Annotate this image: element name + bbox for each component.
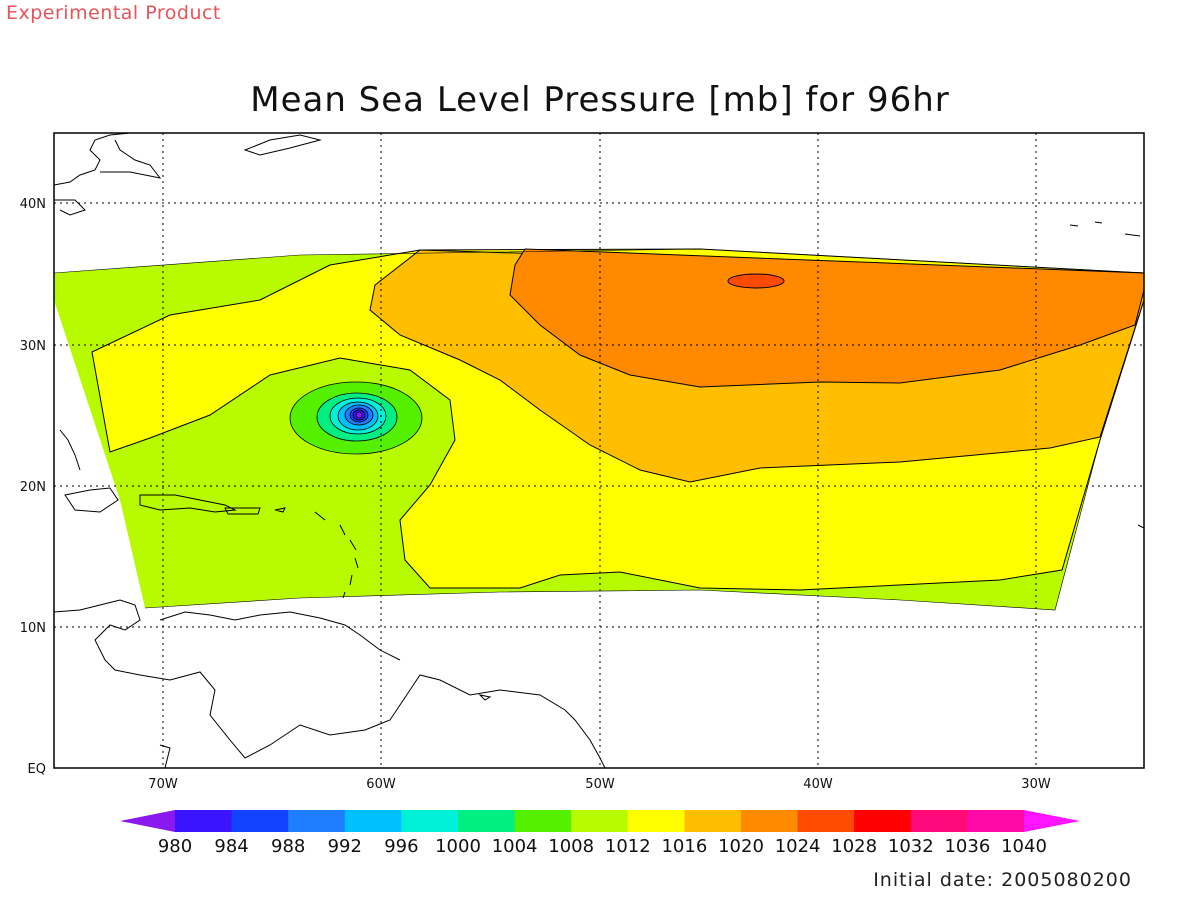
colorbar-label: 1024	[775, 836, 821, 857]
colorbar-label: 1004	[492, 836, 538, 857]
colorbar-label: 1020	[718, 836, 764, 857]
colorbar-label: 1032	[888, 836, 934, 857]
lat-label-20n: 20N	[20, 480, 46, 495]
colorbar-swatch	[684, 810, 742, 832]
colorbar-swatch	[175, 810, 233, 832]
graticule	[54, 133, 1144, 768]
colorbar-swatch	[910, 810, 968, 832]
colorbar-label: 996	[384, 836, 418, 857]
colorbar-swatch	[571, 810, 629, 832]
map-title: Mean Sea Level Pressure [mb] for 96hr	[250, 80, 950, 120]
colorbar-swatch	[627, 810, 685, 832]
lat-label-40n: 40N	[20, 197, 46, 212]
colorbar-label: 1028	[831, 836, 877, 857]
low-pressure-center	[289, 381, 423, 455]
colorbar-swatch	[288, 810, 346, 832]
lat-label-eq: EQ	[28, 762, 46, 777]
colorbar-label: 1016	[661, 836, 707, 857]
colorbar-label: 1012	[605, 836, 651, 857]
lat-label-10n: 10N	[20, 621, 46, 636]
lon-label-30w: 30W	[1021, 777, 1051, 792]
colorbar-swatch	[967, 810, 1025, 832]
lat-label-30n: 30N	[20, 339, 46, 354]
high-center-1024	[727, 273, 785, 289]
domain-outline	[54, 248, 1144, 611]
coastlines	[54, 133, 1144, 768]
initial-date: Initial date: 2005080200	[873, 869, 1132, 891]
colorbar-swatch	[231, 810, 289, 832]
lon-label-60w: 60W	[366, 777, 396, 792]
colorbar-swatch	[854, 810, 912, 832]
lon-label-40w: 40W	[803, 777, 833, 792]
colorbar-swatch	[741, 810, 799, 832]
experimental-product-label: Experimental Product	[6, 2, 221, 24]
domain-1020	[509, 248, 1144, 388]
colorbar-label: 980	[158, 836, 192, 857]
colorbar-swatch	[401, 810, 459, 832]
map-frame	[53, 132, 1145, 769]
colorbar-swatch	[797, 810, 855, 832]
colorbar-label: 1000	[435, 836, 481, 857]
colorbar-label: 988	[271, 836, 305, 857]
colorbar-label: 1008	[548, 836, 594, 857]
colorbar-swatch	[514, 810, 572, 832]
colorbar-swatch	[458, 810, 516, 832]
colorbar-label: 992	[328, 836, 362, 857]
colorbar-label: 1040	[1001, 836, 1047, 857]
colorbar: 980 984 988 992 996 1000 1004 1008 1012 1016 1020 1…	[120, 810, 1080, 857]
colorbar-swatch	[344, 810, 402, 832]
lon-label-70w: 70W	[148, 777, 178, 792]
colorbar-label: 984	[214, 836, 248, 857]
colorbar-label: 1036	[944, 836, 990, 857]
colorbar-arrow-low	[120, 810, 175, 832]
pressure-field	[54, 133, 1144, 768]
colorbar-arrow-high	[1024, 810, 1080, 832]
lon-label-50w: 50W	[585, 777, 615, 792]
